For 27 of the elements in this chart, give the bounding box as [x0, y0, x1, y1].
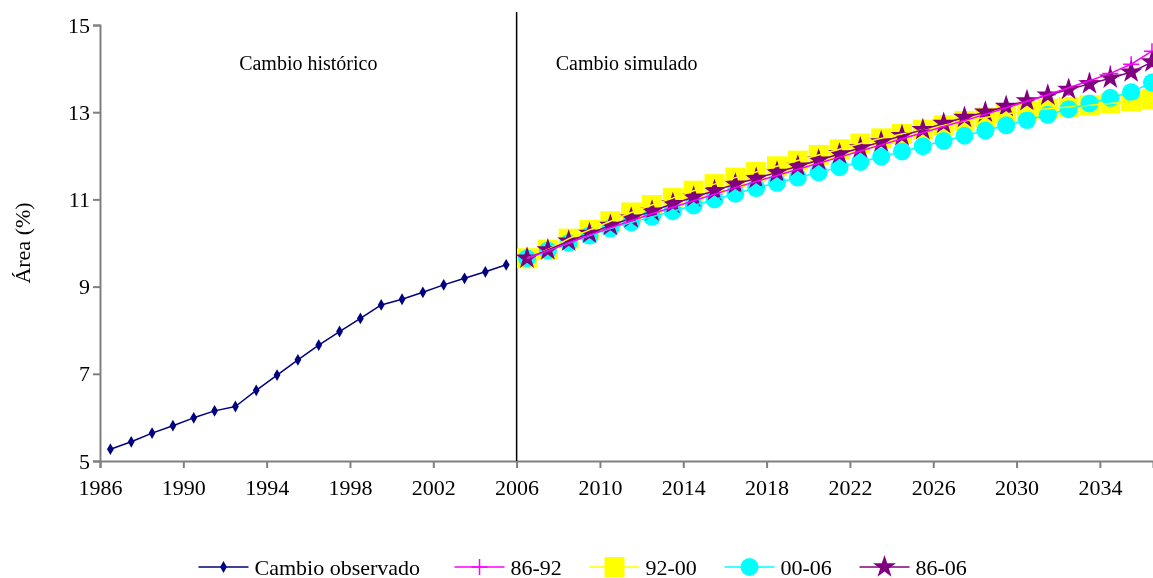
- x-tick-label: 2014: [661, 475, 706, 501]
- annotation: Cambio simulado: [555, 52, 698, 74]
- y-tick-label: 15: [68, 12, 90, 38]
- x-tick-label: 1994: [245, 475, 290, 501]
- x-tick-label: 2034: [1078, 475, 1123, 501]
- legend-label: 00-06: [780, 555, 832, 578]
- x-tick-label: 2030: [995, 475, 1040, 501]
- y-tick-label: 5: [79, 448, 90, 474]
- legend-label: Cambio observado: [254, 555, 421, 578]
- x-tick-label: 2002: [411, 475, 456, 501]
- x-tick-label: 2018: [745, 475, 790, 501]
- x-tick-label: 1990: [161, 475, 206, 501]
- x-tick-label: 2026: [911, 475, 956, 501]
- x-tick-label: 2022: [828, 475, 873, 501]
- y-tick-label: 7: [79, 361, 90, 387]
- y-tick-label: 9: [79, 274, 90, 300]
- legend-label: 86-06: [915, 555, 967, 578]
- x-tick-label: 2010: [578, 475, 623, 501]
- x-tick-label: 2006: [495, 475, 540, 501]
- y-tick-label: 13: [68, 99, 90, 125]
- y-axis-title: Área (%): [10, 202, 35, 284]
- legend-label: 92-00: [645, 555, 697, 578]
- x-tick-label: 1986: [78, 475, 123, 501]
- x-tick-label: 1998: [328, 475, 373, 501]
- legend-label: 86-92: [510, 555, 562, 578]
- y-tick-label: 11: [68, 186, 90, 212]
- annotation: Cambio histórico: [239, 52, 378, 74]
